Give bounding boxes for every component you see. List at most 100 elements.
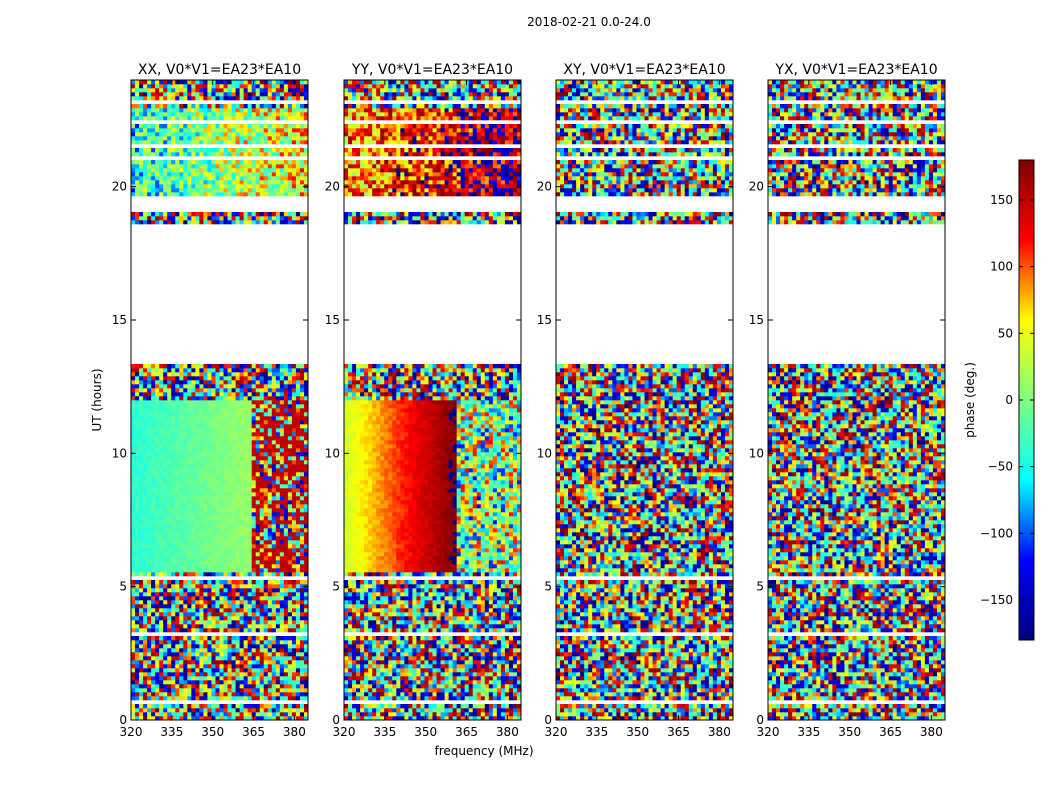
heatmap-cell	[163, 592, 168, 597]
heatmap-cell	[267, 136, 273, 141]
heatmap-cell	[155, 508, 160, 513]
heatmap-cell	[135, 536, 140, 541]
heatmap-cell	[299, 544, 305, 549]
heatmap-cell	[231, 164, 237, 169]
heatmap-cell	[151, 448, 156, 453]
heatmap-cell	[135, 404, 140, 409]
heatmap-cell	[279, 468, 285, 473]
heatmap-cell	[195, 424, 200, 429]
heatmap-cell	[283, 708, 289, 713]
heatmap-cell	[219, 436, 225, 441]
heatmap-cell	[191, 524, 196, 529]
heatmap-cell	[179, 404, 184, 409]
heatmap-cell	[151, 636, 156, 641]
heatmap-cell	[251, 448, 257, 453]
heatmap-cell	[143, 88, 148, 93]
heatmap-cell	[287, 708, 293, 713]
heatmap-cell	[275, 704, 281, 709]
heatmap-cell	[295, 592, 301, 597]
heatmap-cell	[131, 500, 136, 505]
heatmap-cell	[211, 512, 217, 517]
heatmap-cell	[299, 708, 305, 713]
heatmap-cell	[155, 164, 160, 169]
heatmap-cell	[275, 616, 281, 621]
heatmap-cell	[255, 660, 261, 665]
heatmap-cell	[267, 540, 273, 545]
heatmap-cell	[171, 84, 176, 89]
heatmap-cell	[303, 496, 308, 501]
heatmap-cell	[239, 172, 245, 177]
heatmap-cell	[215, 440, 221, 445]
heatmap-cell	[271, 680, 277, 685]
heatmap-cell	[231, 584, 237, 589]
heatmap-cell	[195, 448, 200, 453]
heatmap-cell	[291, 668, 297, 673]
heatmap-cell	[207, 460, 213, 465]
heatmap-cell	[183, 564, 188, 569]
heatmap-cell	[303, 132, 308, 137]
heatmap-cell	[155, 140, 160, 145]
heatmap-cell	[235, 580, 241, 585]
heatmap-cell	[163, 464, 168, 469]
heatmap-cell	[271, 552, 277, 557]
heatmap-cell	[207, 84, 213, 89]
heatmap-cell	[131, 428, 136, 433]
heatmap-cell	[287, 480, 293, 485]
heatmap-cell	[199, 124, 205, 129]
heatmap-cell	[215, 628, 221, 633]
heatmap-cell	[143, 184, 148, 189]
heatmap-cell	[231, 548, 237, 553]
heatmap-cell	[271, 440, 277, 445]
heatmap-cell	[143, 420, 148, 425]
heatmap-cell	[231, 112, 237, 117]
heatmap-cell	[255, 160, 261, 165]
heatmap-cell	[279, 512, 285, 517]
heatmap-cell	[195, 108, 200, 113]
heatmap-cell	[167, 148, 172, 153]
heatmap-cell	[139, 584, 144, 589]
heatmap-cell	[287, 496, 293, 501]
heatmap-cell	[143, 428, 148, 433]
heatmap-cell	[183, 164, 188, 169]
heatmap-cell	[247, 460, 253, 465]
heatmap-cell	[267, 532, 273, 537]
heatmap-cell	[267, 96, 273, 101]
heatmap-cell	[227, 688, 233, 693]
heatmap-cell	[279, 492, 285, 497]
heatmap-cell	[271, 704, 277, 709]
heatmap-cell	[247, 116, 253, 121]
heatmap-cell	[211, 692, 217, 697]
heatmap-cell	[263, 216, 269, 221]
heatmap-cell	[299, 620, 305, 625]
heatmap-cell	[219, 592, 225, 597]
heatmap-cell	[151, 168, 156, 173]
heatmap-cell	[179, 624, 184, 629]
heatmap-cell	[283, 520, 289, 525]
heatmap-cell	[263, 396, 269, 401]
heatmap-cell	[203, 520, 209, 525]
heatmap-cell	[195, 436, 200, 441]
heatmap-cell	[291, 460, 297, 465]
heatmap-cell	[187, 508, 192, 513]
heatmap-cell	[207, 392, 213, 397]
heatmap-cell	[199, 464, 205, 469]
heatmap-cell	[215, 152, 221, 157]
heatmap-cell	[239, 648, 245, 653]
heatmap-cell	[211, 608, 217, 613]
heatmap-cell	[183, 188, 188, 193]
heatmap-cell	[143, 660, 148, 665]
heatmap-cell	[159, 476, 164, 481]
heatmap-cell	[271, 492, 277, 497]
heatmap-cell	[227, 592, 233, 597]
heatmap-cell	[199, 552, 205, 557]
heatmap-cell	[155, 168, 160, 173]
heatmap-cell	[195, 584, 200, 589]
heatmap-cell	[131, 588, 136, 593]
heatmap-cell	[243, 116, 249, 121]
heatmap-cell	[191, 124, 196, 129]
heatmap-cell	[131, 132, 136, 137]
heatmap-cell	[283, 552, 289, 557]
heatmap-cell	[139, 440, 144, 445]
heatmap-cell	[147, 572, 152, 577]
heatmap-cell	[279, 648, 285, 653]
